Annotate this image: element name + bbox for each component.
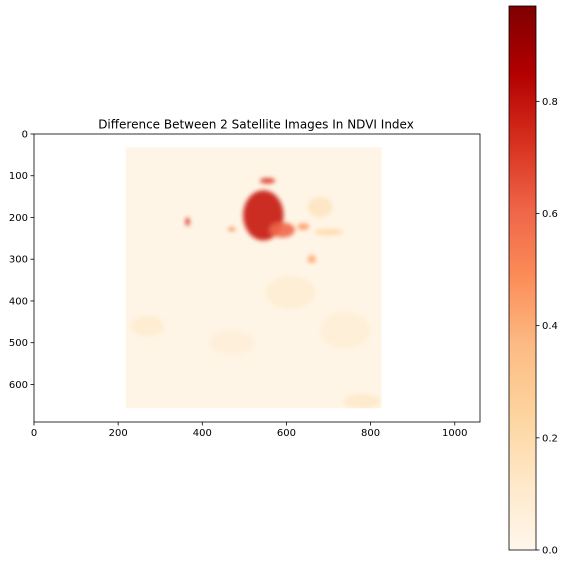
heatmap-hotspot <box>313 228 344 236</box>
colorbar: 0.0 0.2 0.4 0.6 0.8 <box>508 5 558 557</box>
y-tick-label: 600 <box>9 380 28 391</box>
heatmap-hotspot <box>130 315 165 337</box>
heatmap-hotspot <box>269 222 295 238</box>
heatmap-hotspot <box>307 255 316 264</box>
y-tick-label: 100 <box>9 171 28 182</box>
colorbar-tick-label: 0.8 <box>542 97 558 108</box>
x-tick-label: 600 <box>277 428 296 439</box>
x-tick-label: 800 <box>361 428 380 439</box>
x-tick-label: 400 <box>193 428 212 439</box>
colorbar-tick-label: 0.0 <box>542 546 558 557</box>
chart-title: Difference Between 2 Satellite Images In… <box>98 118 414 132</box>
heatmap-hotspot <box>343 393 382 409</box>
heatmap-hotspot <box>185 217 190 226</box>
heatmap-hotspot <box>307 196 333 218</box>
colorbar-tick-label: 0.4 <box>542 321 558 332</box>
colorbar-tick-label: 0.2 <box>542 433 558 444</box>
heatmap-hotspot <box>259 177 276 184</box>
axes-frame <box>33 133 481 423</box>
heatmap-hotspot <box>297 223 310 230</box>
y-tick-label: 300 <box>9 255 28 266</box>
y-tick-label: 500 <box>9 338 28 349</box>
heatmap-hotspots <box>130 177 382 409</box>
plot-area: 0 200 400 600 800 1000 0 100 200 300 400 500 600 <box>9 130 481 439</box>
x-tick-label: 1000 <box>442 428 467 439</box>
colorbar-tick-label: 0.6 <box>542 209 558 220</box>
colorbar-gradient <box>508 5 537 551</box>
y-tick-label: 200 <box>9 213 28 224</box>
heatmap-image <box>125 147 382 409</box>
x-tick-label: 200 <box>109 428 128 439</box>
y-tick-label: 0 <box>22 130 28 141</box>
heatmap-hotspot <box>208 330 255 356</box>
heatmap-hotspot <box>320 311 371 349</box>
heatmap-hotspot <box>265 275 316 310</box>
x-tick-label: 0 <box>31 428 37 439</box>
heatmap-hotspot <box>227 227 236 232</box>
y-tick-label: 400 <box>9 296 28 307</box>
